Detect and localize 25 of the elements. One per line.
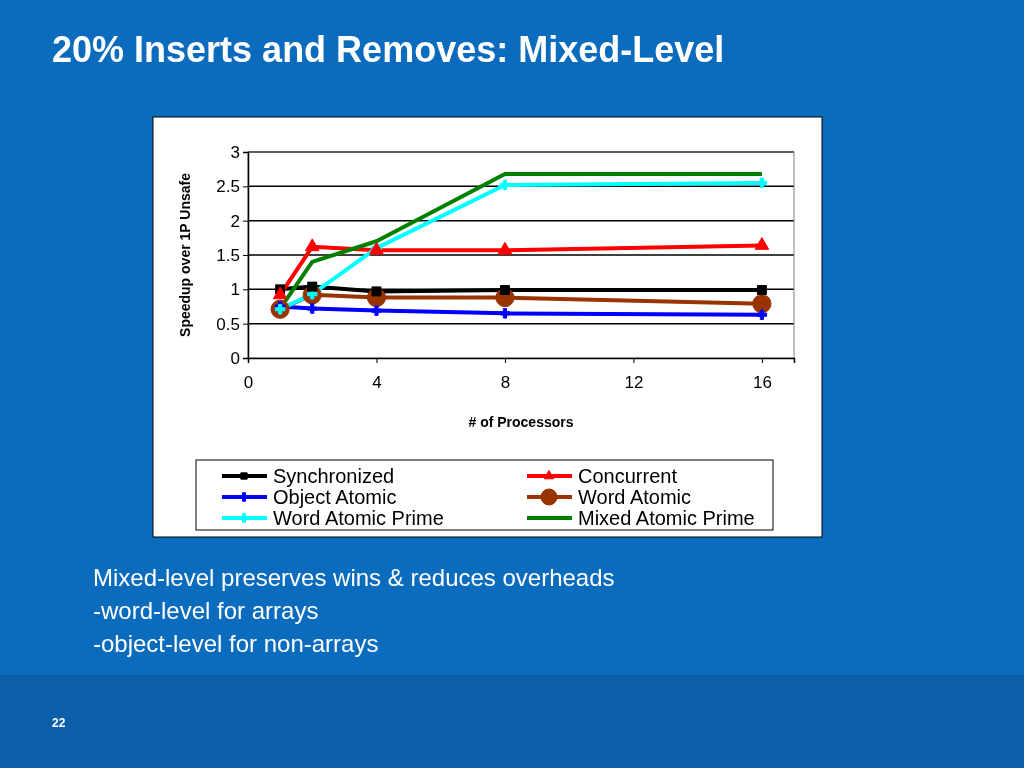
- legend-label: Word Atomic Prime: [273, 507, 444, 529]
- text: -object-level for non-arrays: [93, 630, 379, 657]
- y-tick-label: 0: [230, 348, 240, 368]
- legend-label: Word Atomic: [578, 486, 691, 508]
- y-axis-title: Speedup over 1P Unsafe: [177, 172, 193, 337]
- x-tick-label: 4: [372, 373, 382, 393]
- x-tick-label: 8: [500, 373, 511, 393]
- x-axis-title: # of Processors: [468, 414, 574, 430]
- x-tick-label: 16: [752, 373, 772, 393]
- y-tick-label: 3: [230, 142, 240, 162]
- y-tick-label: 1: [230, 280, 240, 300]
- legend-label: Mixed Atomic Prime: [578, 507, 755, 529]
- y-tick-label: 1.5: [216, 245, 240, 265]
- chart-title: 20% Inserts and Removes: Mixed-Level: [52, 29, 725, 70]
- legend-label: Concurrent: [578, 465, 678, 487]
- text: -word-level for arrays: [93, 597, 319, 624]
- legend-label: Synchronized: [273, 465, 395, 487]
- y-tick-label: 2.5: [216, 177, 240, 197]
- legend-label: Object Atomic: [273, 486, 397, 508]
- text: 22: [52, 716, 66, 730]
- x-tick-label: 12: [624, 373, 644, 393]
- y-tick-label: 2: [230, 211, 240, 231]
- y-tick-label: 0.5: [216, 314, 240, 334]
- text: Mixed-level preserves wins & reduces overheads: [93, 564, 615, 591]
- x-tick-label: 0: [243, 373, 254, 393]
